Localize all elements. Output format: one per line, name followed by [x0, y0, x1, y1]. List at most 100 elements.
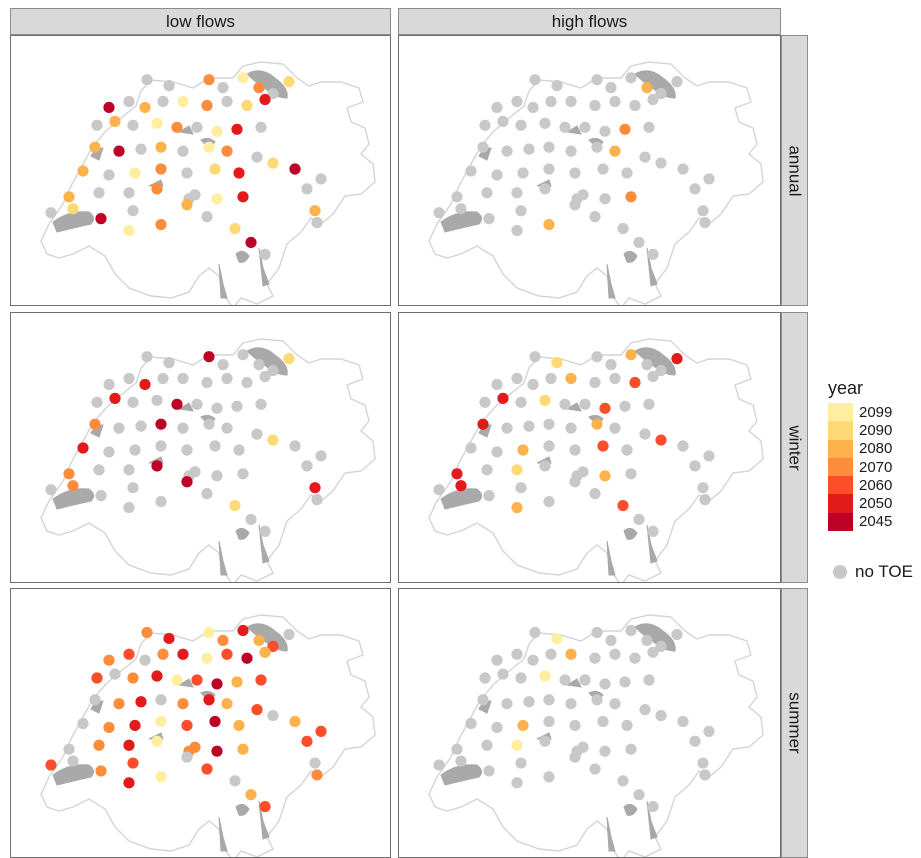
- station-point: [619, 400, 631, 412]
- map-panel-high-summer: [398, 588, 781, 858]
- station-point: [211, 193, 223, 205]
- station-point: [89, 418, 101, 430]
- station-point: [655, 709, 667, 722]
- station-point: [233, 719, 245, 732]
- station-point: [511, 224, 523, 237]
- station-point: [523, 696, 535, 708]
- station-point: [231, 676, 243, 688]
- station-point: [609, 648, 621, 660]
- station-point: [677, 715, 689, 728]
- station-point: [177, 372, 189, 385]
- legend-item: 2070: [828, 457, 921, 477]
- station-point: [259, 370, 271, 383]
- station-point: [103, 721, 115, 734]
- station-point: [211, 125, 223, 137]
- station-point: [477, 418, 489, 430]
- station-point: [655, 434, 667, 446]
- station-point: [181, 751, 193, 763]
- station-point: [259, 248, 271, 260]
- station-point: [481, 739, 493, 751]
- station-point: [597, 715, 609, 728]
- station-point: [237, 743, 249, 755]
- station-point: [237, 624, 249, 637]
- station-point: [139, 101, 151, 114]
- map-panel-low-summer: [10, 588, 391, 858]
- station-point: [201, 488, 213, 500]
- map-panel-low-winter: [10, 312, 391, 583]
- station-point: [543, 440, 555, 452]
- lake: [440, 488, 483, 510]
- lake: [623, 527, 638, 540]
- lake: [606, 540, 616, 576]
- station-point: [259, 800, 271, 813]
- station-point: [671, 628, 683, 641]
- station-point: [559, 121, 571, 133]
- lake: [623, 803, 638, 816]
- station-point: [301, 735, 313, 747]
- legend-label: 2060: [859, 476, 893, 494]
- station-point: [621, 167, 633, 179]
- station-point: [647, 248, 659, 260]
- country-border: [428, 614, 764, 857]
- station-point: [491, 446, 503, 458]
- station-point: [497, 115, 509, 127]
- station-point: [203, 626, 215, 639]
- station-point: [123, 372, 135, 385]
- station-point: [217, 359, 229, 371]
- station-point: [289, 715, 301, 728]
- station-point: [189, 741, 201, 753]
- station-point: [625, 349, 637, 361]
- lake: [258, 524, 270, 564]
- country-border: [40, 61, 376, 305]
- station-point: [483, 765, 495, 777]
- country-border: [428, 61, 764, 305]
- station-point: [253, 82, 265, 94]
- station-point: [301, 183, 313, 195]
- station-point: [217, 634, 229, 647]
- station-point: [599, 745, 611, 757]
- station-point: [465, 442, 477, 454]
- station-point: [515, 757, 527, 769]
- station-point: [569, 719, 581, 732]
- row-label-annual: annual: [785, 144, 805, 197]
- station-point: [629, 376, 641, 389]
- station-point: [113, 145, 125, 157]
- station-point: [229, 499, 241, 512]
- station-point: [253, 634, 265, 647]
- station-point: [309, 482, 321, 494]
- station-point: [315, 450, 327, 462]
- legend-swatch: [828, 457, 853, 477]
- legend-label: 2045: [859, 513, 893, 531]
- station-point: [579, 398, 591, 410]
- station-point: [221, 372, 233, 385]
- legend-label: 2070: [859, 458, 893, 476]
- station-point: [577, 189, 589, 201]
- country-border: [40, 614, 376, 857]
- station-point: [559, 674, 571, 686]
- station-point: [221, 95, 233, 108]
- station-point: [647, 646, 659, 658]
- station-point: [63, 191, 75, 203]
- station-point: [91, 672, 103, 684]
- station-point: [67, 755, 79, 767]
- station-point: [63, 743, 75, 755]
- station-point: [591, 626, 603, 639]
- station-point: [515, 672, 527, 684]
- station-point: [259, 93, 271, 106]
- lake: [646, 524, 658, 564]
- station-point: [633, 513, 645, 526]
- station-point: [621, 444, 633, 456]
- station-point: [163, 357, 175, 369]
- station-point: [545, 95, 557, 108]
- station-point: [647, 525, 659, 537]
- station-point: [109, 668, 121, 680]
- station-point: [103, 446, 115, 458]
- station-point: [643, 121, 655, 133]
- station-point: [211, 402, 223, 414]
- station-point: [151, 183, 163, 195]
- station-point: [231, 123, 243, 135]
- station-point: [127, 119, 139, 131]
- station-point: [251, 151, 263, 163]
- station-point: [129, 167, 141, 179]
- station-point: [245, 513, 257, 526]
